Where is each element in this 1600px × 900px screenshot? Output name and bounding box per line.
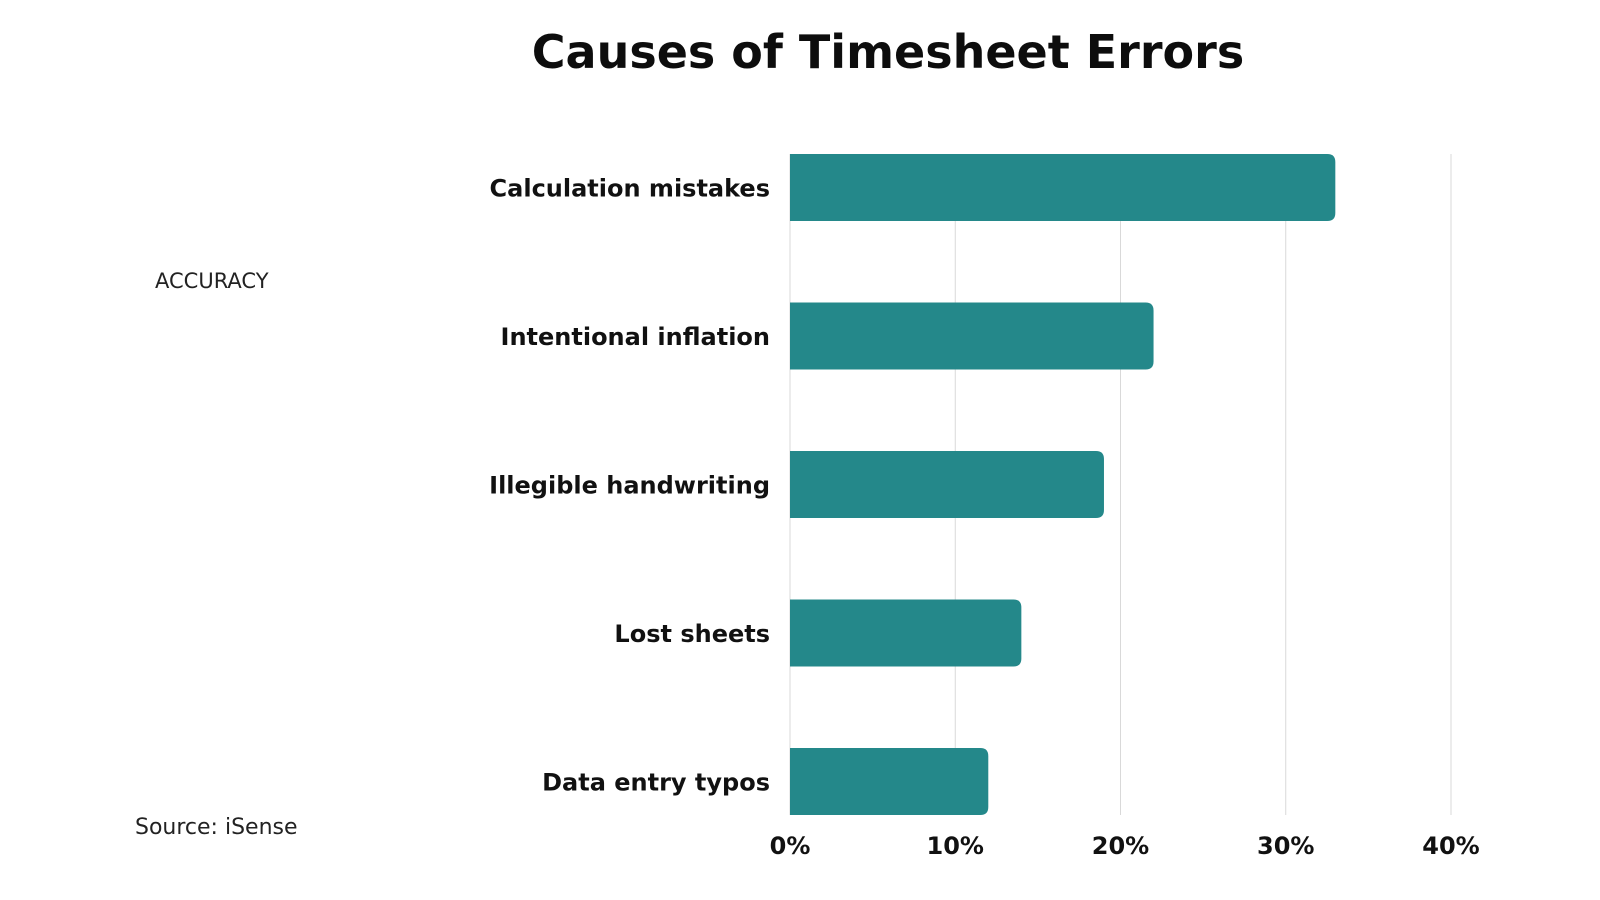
accuracy-label: ACCURACY [155, 269, 269, 293]
bar-illegible-handwriting [790, 451, 1104, 518]
bar-calculation-mistakes [790, 154, 1336, 221]
x-tick-label: 0% [770, 832, 811, 860]
category-label: Illegible handwriting [489, 472, 770, 500]
x-tick-label: 40% [1422, 832, 1479, 860]
x-axis-ticks: 0% 10% 20% 30% 40% [770, 832, 1480, 860]
category-label: Data entry typos [542, 769, 770, 797]
category-labels: Calculation mistakes Intentional inflatio… [489, 175, 770, 797]
bar-intentional-inflation [790, 302, 1154, 370]
bar-data-entry-typos [790, 748, 989, 815]
x-tick-label: 10% [927, 832, 984, 860]
source-label: Source: iSense [135, 815, 298, 840]
bars [790, 154, 1336, 815]
category-label: Lost sheets [614, 620, 770, 648]
category-label: Calculation mistakes [490, 175, 770, 203]
category-label: Intentional inflation [501, 323, 770, 351]
x-tick-label: 20% [1092, 832, 1149, 860]
x-tick-label: 30% [1257, 832, 1314, 860]
bar-lost-sheets [790, 599, 1022, 667]
grid [789, 154, 1452, 815]
chart-title: Causes of Timesheet Errors [532, 25, 1244, 79]
